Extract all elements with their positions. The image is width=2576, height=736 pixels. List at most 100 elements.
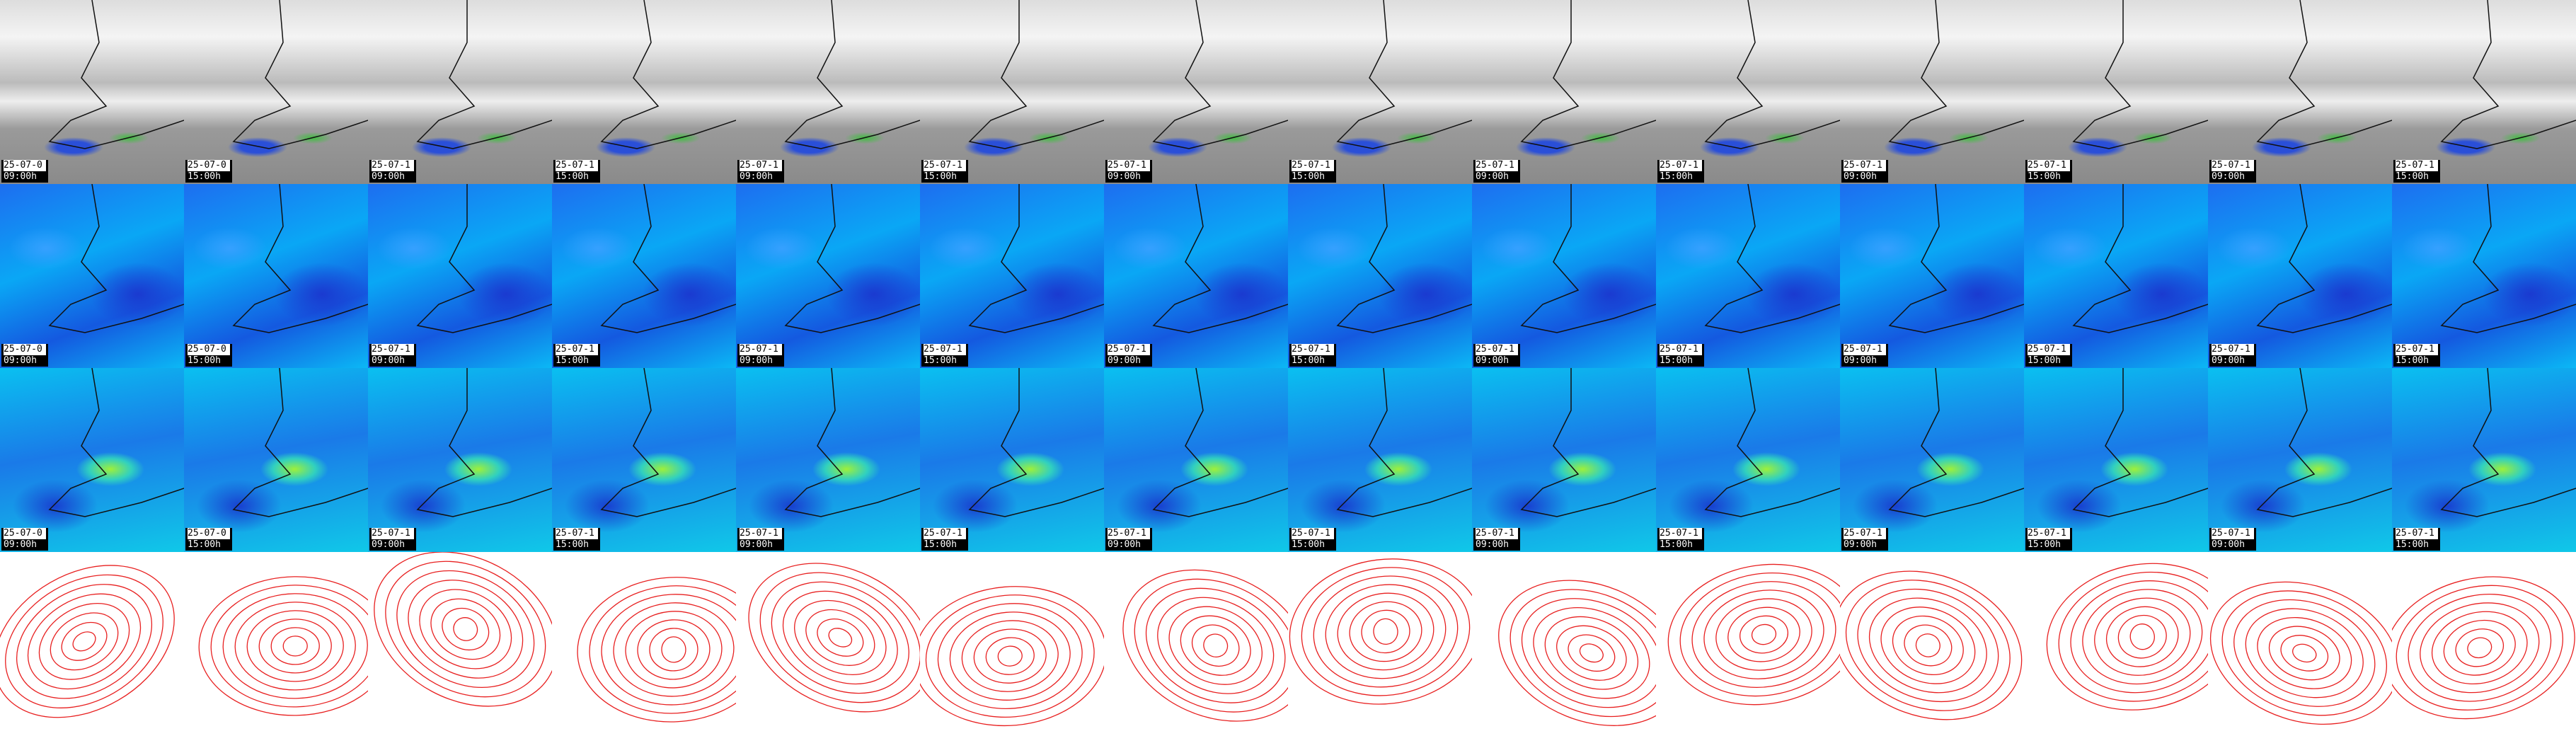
border-overlay <box>1152 0 1288 149</box>
border-overlay <box>784 368 920 517</box>
tile-date: 25-07-1 <box>556 528 598 539</box>
contour-overlay <box>1840 570 2023 720</box>
map-tile <box>0 552 184 736</box>
border-overlay <box>48 184 184 333</box>
contour-overlay <box>1289 558 1472 705</box>
tile-date: 25-07-1 <box>1844 528 1886 539</box>
map-tile: 25-07-1 15:00h <box>2392 0 2576 184</box>
map-tile: 25-07-0 15:00h <box>184 184 368 368</box>
tile-date: 25-07-1 <box>1292 344 1334 355</box>
contour-overlay <box>920 586 1104 727</box>
tile-date: 25-07-1 <box>1476 528 1518 539</box>
tile-label: 25-07-1 09:00h <box>2209 344 2256 367</box>
tile-label: 25-07-1 09:00h <box>369 344 416 367</box>
tile-date: 25-07-1 <box>2396 344 2438 355</box>
tile-label: 25-07-1 09:00h <box>1105 528 1152 551</box>
tile-time: 09:00h <box>1108 355 1141 366</box>
map-tile: 25-07-1 15:00h <box>2024 184 2208 368</box>
tile-label: 25-07-1 09:00h <box>369 160 416 183</box>
tile-date: 25-07-0 <box>4 344 46 355</box>
border-overlay <box>1336 0 1472 149</box>
tile-time: 09:00h <box>2212 539 2245 550</box>
map-tile: 25-07-1 09:00h <box>1472 368 1656 552</box>
tile-date: 25-07-1 <box>924 528 966 539</box>
tile-date: 25-07-0 <box>4 160 46 171</box>
tile-date: 25-07-1 <box>740 160 782 171</box>
map-tile <box>368 552 552 736</box>
map-tile <box>1656 552 1840 736</box>
tile-label: 25-07-1 15:00h <box>2025 160 2072 183</box>
tile-label: 25-07-1 09:00h <box>1841 344 1888 367</box>
tile-time: 09:00h <box>372 355 405 366</box>
border-overlay <box>2256 368 2392 517</box>
tile-date: 25-07-1 <box>2028 160 2070 171</box>
tile-label: 25-07-1 15:00h <box>2025 344 2072 367</box>
border-overlay <box>2256 184 2392 333</box>
map-tile: 25-07-1 09:00h <box>736 0 920 184</box>
tile-label: 25-07-1 15:00h <box>553 344 600 367</box>
tile-label: 25-07-1 09:00h <box>2209 160 2256 183</box>
tile-label: 25-07-1 09:00h <box>1473 528 1520 551</box>
map-tile: 25-07-1 09:00h <box>1472 0 1656 184</box>
contour-overlay <box>748 563 920 713</box>
tile-date: 25-07-1 <box>1292 528 1334 539</box>
map-tile <box>1104 552 1288 736</box>
tile-time: 09:00h <box>740 355 773 366</box>
border-overlay <box>600 368 736 517</box>
map-tile: 25-07-1 15:00h <box>920 184 1104 368</box>
map-tile: 25-07-1 15:00h <box>2392 184 2576 368</box>
border-overlay <box>2440 368 2576 517</box>
map-tile: 25-07-1 09:00h <box>368 184 552 368</box>
border-overlay <box>1888 0 2024 149</box>
map-tile: 25-07-1 15:00h <box>1656 184 1840 368</box>
tile-date: 25-07-0 <box>4 528 46 539</box>
map-tile: 25-07-1 15:00h <box>1656 368 1840 552</box>
tile-time: 15:00h <box>1660 171 1693 182</box>
tile-date: 25-07-1 <box>924 160 966 171</box>
border-overlay <box>232 184 368 333</box>
map-tile: 25-07-1 09:00h <box>2208 184 2392 368</box>
contour-overlay <box>1122 569 1288 722</box>
tile-date: 25-07-1 <box>2212 528 2254 539</box>
tile-date: 25-07-1 <box>2396 528 2438 539</box>
tile-time: 15:00h <box>2396 171 2429 182</box>
border-overlay <box>232 368 368 517</box>
tile-label: 25-07-0 09:00h <box>1 344 48 367</box>
border-overlay <box>48 368 184 517</box>
tile-label: 25-07-1 15:00h <box>921 528 968 551</box>
tile-date: 25-07-1 <box>1660 528 1702 539</box>
border-overlay <box>1704 184 1840 333</box>
tile-label: 25-07-1 09:00h <box>1473 160 1520 183</box>
tile-label: 25-07-0 09:00h <box>1 160 48 183</box>
map-tile <box>1472 552 1656 736</box>
map-tile <box>2392 552 2576 736</box>
tile-label: 25-07-1 15:00h <box>553 160 600 183</box>
map-tile: 25-07-1 15:00h <box>552 368 736 552</box>
border-overlay <box>1336 368 1472 517</box>
tile-time: 15:00h <box>188 355 221 366</box>
border-overlay <box>968 184 1104 333</box>
border-overlay <box>2440 0 2576 149</box>
tile-date: 25-07-1 <box>556 160 598 171</box>
tile-label: 25-07-0 15:00h <box>185 528 232 551</box>
map-tile <box>920 552 1104 736</box>
tile-date: 25-07-1 <box>1292 160 1334 171</box>
tile-date: 25-07-0 <box>188 160 230 171</box>
map-tile <box>2024 552 2208 736</box>
border-overlay <box>416 368 552 517</box>
tile-time: 15:00h <box>2396 355 2429 366</box>
tile-label: 25-07-1 15:00h <box>553 528 600 551</box>
border-overlay <box>2072 368 2208 517</box>
map-tile: 25-07-0 15:00h <box>184 368 368 552</box>
tile-time: 15:00h <box>1660 539 1693 550</box>
tile-label: 25-07-1 15:00h <box>2393 344 2440 367</box>
tile-date: 25-07-1 <box>2396 160 2438 171</box>
map-tile: 25-07-1 15:00h <box>1288 184 1472 368</box>
tile-time: 15:00h <box>188 539 221 550</box>
tile-date: 25-07-1 <box>556 344 598 355</box>
border-overlay <box>1704 368 1840 517</box>
tile-time: 09:00h <box>4 355 37 366</box>
tile-label: 25-07-1 09:00h <box>1105 344 1152 367</box>
contour-overlay <box>577 577 736 723</box>
